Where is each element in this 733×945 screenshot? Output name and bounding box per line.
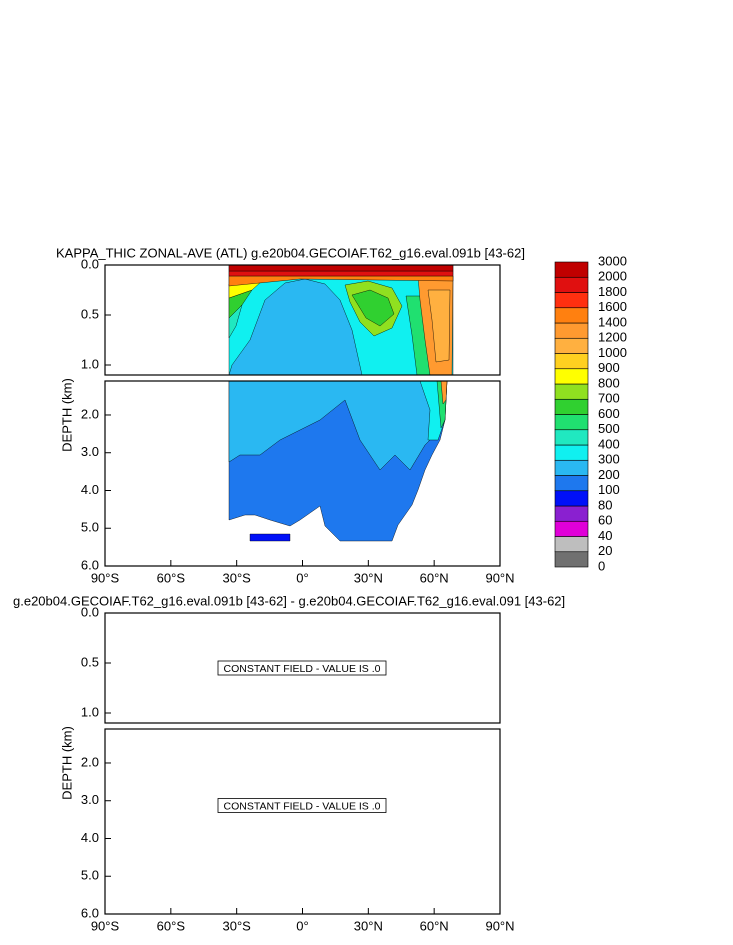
contour-band <box>228 270 454 277</box>
contour-band <box>351 289 395 327</box>
colorbar-label: 500 <box>598 421 620 436</box>
y-tick-label: 0.0 <box>81 604 99 619</box>
panel-frame <box>104 264 501 376</box>
y-tick-label: 6.0 <box>81 557 99 572</box>
colorbar-box <box>554 444 589 461</box>
annotation-box <box>217 798 387 813</box>
colorbar-label: 700 <box>598 391 620 406</box>
colorbar-label: 60 <box>598 513 612 528</box>
y-tick-label: 2.0 <box>81 754 99 769</box>
x-tick-label: 90°S <box>91 570 120 585</box>
y-tick-label: 6.0 <box>81 905 99 920</box>
y-tick-label: 5.0 <box>81 868 99 883</box>
colorbar-box <box>554 475 589 492</box>
y-axis-label: DEPTH (km) <box>59 378 74 452</box>
y-tick-label: 0.5 <box>81 306 99 321</box>
y-tick-label: 4.0 <box>81 482 99 497</box>
x-tick-label: 30°S <box>222 918 251 933</box>
colorbar-box <box>554 353 589 370</box>
colorbar-label: 2000 <box>598 269 627 284</box>
y-tick-label: 0.0 <box>81 256 99 271</box>
panel-frame <box>104 728 501 915</box>
y-axis-label: DEPTH (km) <box>59 726 74 800</box>
colorbar-label: 20 <box>598 543 612 558</box>
colorbar-box <box>554 490 589 507</box>
colorbar-box <box>554 551 589 568</box>
colorbar-box <box>554 337 589 354</box>
colorbar-label: 1200 <box>598 330 627 345</box>
contour-band <box>427 289 451 363</box>
y-tick-label: 4.0 <box>81 830 99 845</box>
y-tick-label: 5.0 <box>81 520 99 535</box>
y-tick-label: 1.0 <box>81 704 99 719</box>
y-tick-label: 1.0 <box>81 356 99 371</box>
colorbar-label: 100 <box>598 482 620 497</box>
colorbar-box <box>554 322 589 339</box>
colorbar-box <box>554 261 589 278</box>
x-tick-label: 60°S <box>157 570 186 585</box>
colorbar-label: 1600 <box>598 299 627 314</box>
colorbar-label: 400 <box>598 436 620 451</box>
x-tick-label: 60°N <box>420 918 449 933</box>
contour-band <box>228 264 454 272</box>
colorbar-label: 600 <box>598 406 620 421</box>
colorbar-label: 900 <box>598 360 620 375</box>
colorbar-label: 3000 <box>598 253 627 268</box>
panel-frame <box>104 612 501 724</box>
colorbar-box <box>554 414 589 431</box>
x-tick-label: 30°S <box>222 570 251 585</box>
y-tick-label: 0.5 <box>81 654 99 669</box>
colorbar-box <box>554 276 589 293</box>
y-tick-label: 3.0 <box>81 444 99 459</box>
colorbar-box <box>554 292 589 309</box>
x-tick-label: 90°N <box>485 918 514 933</box>
colorbar-box <box>554 459 589 476</box>
x-tick-label: 90°S <box>91 918 120 933</box>
annotation-box <box>217 660 387 676</box>
chart-title: KAPPA_THIC ZONAL-AVE (ATL) g.e20b04.GECO… <box>56 245 525 260</box>
colorbar-label: 1000 <box>598 345 627 360</box>
chart-title: g.e20b04.GECOIAF.T62_g16.eval.091b [43-6… <box>13 593 565 608</box>
colorbar-label: 300 <box>598 452 620 467</box>
x-tick-label: 30°N <box>354 570 383 585</box>
x-tick-label: 30°N <box>354 918 383 933</box>
x-tick-label: 0° <box>296 918 308 933</box>
colorbar-box <box>554 429 589 446</box>
colorbar-box <box>554 383 589 400</box>
colorbar-label: 200 <box>598 467 620 482</box>
x-tick-label: 90°N <box>485 570 514 585</box>
colorbar-box <box>554 536 589 553</box>
colorbar-box <box>554 520 589 537</box>
colorbar-label: 80 <box>598 497 612 512</box>
colorbar-label: 800 <box>598 375 620 390</box>
colorbar-label: 1400 <box>598 314 627 329</box>
colorbar-box <box>554 307 589 324</box>
x-tick-label: 0° <box>296 570 308 585</box>
y-tick-label: 3.0 <box>81 792 99 807</box>
colorbar-label: 40 <box>598 528 612 543</box>
contour-band <box>249 533 291 542</box>
colorbar-label: 1800 <box>598 284 627 299</box>
y-tick-label: 2.0 <box>81 406 99 421</box>
colorbar-box <box>554 398 589 415</box>
colorbar-label: 0 <box>598 558 605 573</box>
annotation: CONSTANT FIELD - VALUE IS .0 <box>224 800 381 812</box>
colorbar-box <box>554 368 589 385</box>
annotation: CONSTANT FIELD - VALUE IS .0 <box>224 663 381 675</box>
colorbar-box <box>554 505 589 522</box>
x-tick-label: 60°N <box>420 570 449 585</box>
x-tick-label: 60°S <box>157 918 186 933</box>
